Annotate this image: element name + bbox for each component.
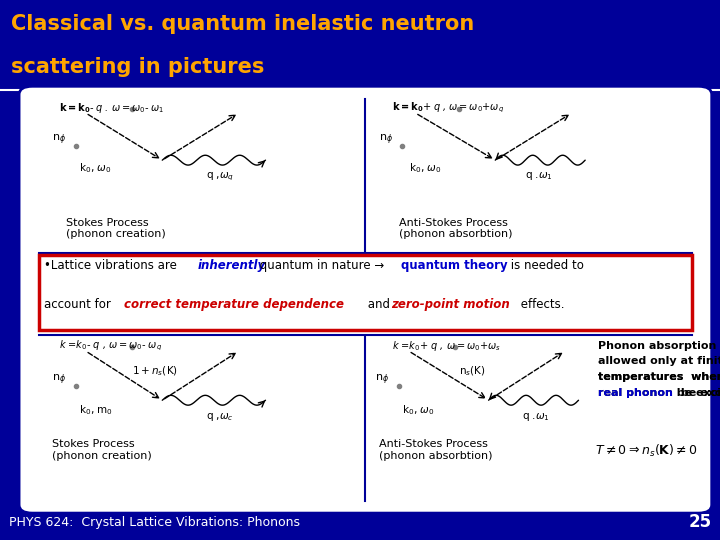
Text: k$_0$, m$_0$: k$_0$, m$_0$ [79, 403, 113, 417]
Text: k =k$_0$- q , $\omega = \omega_0$- $\omega_q$: k =k$_0$- q , $\omega = \omega_0$- $\ome… [59, 339, 162, 353]
FancyBboxPatch shape [39, 254, 692, 330]
Text: PHYS 624:  Crystal Lattice Vibrations: Phonons: PHYS 624: Crystal Lattice Vibrations: Ph… [9, 516, 300, 529]
Text: real phonon be excited:: real phonon be excited: [598, 388, 720, 397]
Text: allowed only at finite: allowed only at finite [598, 356, 720, 366]
Text: correct temperature dependence: correct temperature dependence [125, 298, 344, 310]
Text: q .$\omega_1$: q .$\omega_1$ [522, 411, 550, 423]
Text: temperatures  where a: temperatures where a [598, 372, 720, 382]
Text: Phonon absorption is: Phonon absorption is [598, 341, 720, 351]
Text: $T \neq 0 \Rightarrow n_s(\mathbf{K}) \neq 0$: $T \neq 0 \Rightarrow n_s(\mathbf{K}) \n… [595, 443, 698, 460]
Text: k$_0$, $\omega_0$: k$_0$, $\omega_0$ [79, 161, 112, 175]
Text: •Lattice vibrations are: •Lattice vibrations are [45, 259, 181, 272]
Text: scattering in pictures: scattering in pictures [11, 57, 264, 77]
Text: n$_s$(K): n$_s$(K) [459, 364, 485, 377]
Text: n$_\phi$: n$_\phi$ [375, 373, 390, 387]
Text: effects.: effects. [517, 298, 564, 310]
Text: account for: account for [45, 298, 115, 310]
Text: n$_\phi$: n$_\phi$ [379, 132, 392, 147]
Text: Anti-Stokes Process
(phonon absorbtion): Anti-Stokes Process (phonon absorbtion) [399, 218, 512, 239]
Text: zero-point motion: zero-point motion [391, 298, 510, 310]
Text: quantum in nature →: quantum in nature → [256, 259, 388, 272]
Text: 25: 25 [688, 514, 711, 531]
Text: k =k$_0$+ q , $\omega =\omega_0$+$\omega_s$: k =k$_0$+ q , $\omega =\omega_0$+$\omega… [392, 339, 500, 353]
Text: k$_0$, $\omega_0$: k$_0$, $\omega_0$ [409, 161, 441, 175]
Text: $1 + n_s$(K): $1 + n_s$(K) [132, 364, 179, 377]
Text: q .$\omega_1$: q .$\omega_1$ [526, 171, 553, 183]
FancyBboxPatch shape [19, 86, 711, 513]
Text: q ,$\omega_c$: q ,$\omega_c$ [206, 411, 233, 423]
Text: Anti-Stokes Process
(phonon absorbtion): Anti-Stokes Process (phonon absorbtion) [379, 439, 492, 461]
Text: and: and [364, 298, 394, 310]
Text: k$_0$, $\omega_0$: k$_0$, $\omega_0$ [402, 403, 434, 417]
Text: temperatures  where a: temperatures where a [598, 372, 720, 382]
Text: Stokes Process
(phonon creation): Stokes Process (phonon creation) [53, 439, 152, 461]
Text: inherently: inherently [197, 259, 266, 272]
Text: Classical vs. quantum inelastic neutron: Classical vs. quantum inelastic neutron [11, 14, 474, 34]
Text: $\bf{k}=k_0$- q . $\omega = \omega_0$- $\omega_1$: $\bf{k}=k_0$- q . $\omega = \omega_0$- $… [59, 100, 165, 114]
Text: n$_\phi$: n$_\phi$ [53, 132, 66, 147]
Text: quantum theory: quantum theory [401, 259, 508, 272]
Text: be excited:: be excited: [677, 388, 720, 397]
Text: real phonon: real phonon [598, 388, 673, 397]
Text: q ,$\omega_q$: q ,$\omega_q$ [206, 171, 234, 183]
Text: Stokes Process
(phonon creation): Stokes Process (phonon creation) [66, 218, 166, 239]
Text: is needed to: is needed to [508, 259, 584, 272]
Text: n$_\phi$: n$_\phi$ [53, 373, 66, 387]
Text: $\bf{k}=k_0$+ q , $\omega =\omega_0$+$\omega_q$: $\bf{k}=k_0$+ q , $\omega =\omega_0$+$\o… [392, 100, 504, 115]
